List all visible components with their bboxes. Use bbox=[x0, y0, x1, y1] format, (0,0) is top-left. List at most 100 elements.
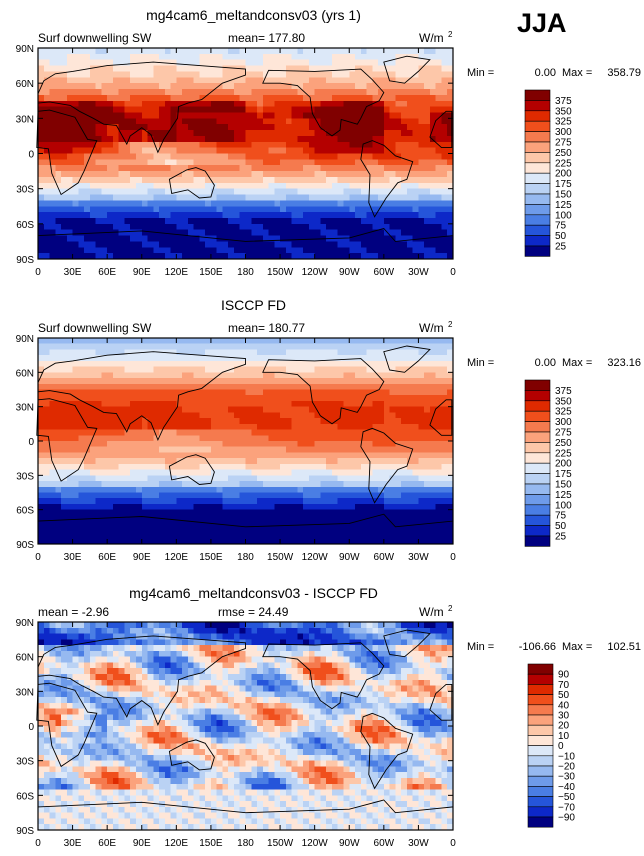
field-cell bbox=[262, 247, 269, 254]
field-cell bbox=[101, 89, 108, 96]
field-cell bbox=[435, 253, 442, 260]
field-cell bbox=[406, 349, 414, 356]
field-cell bbox=[38, 253, 45, 260]
field-cell bbox=[314, 406, 321, 413]
field-cell bbox=[320, 141, 327, 149]
field-cell bbox=[303, 94, 310, 102]
colorbar-label: 250 bbox=[555, 148, 572, 159]
field-cell bbox=[43, 223, 50, 231]
field-cell bbox=[406, 65, 414, 72]
y-tick-label: 90S bbox=[16, 255, 34, 266]
field-cell bbox=[95, 253, 102, 260]
field-cell bbox=[337, 481, 344, 488]
field-cell bbox=[187, 486, 195, 493]
field-cell bbox=[251, 343, 258, 350]
field-cell bbox=[239, 498, 246, 505]
field-cell bbox=[285, 153, 293, 160]
field-cell bbox=[262, 355, 269, 362]
field-cell bbox=[355, 206, 362, 213]
field-cell bbox=[378, 212, 385, 219]
field-cell bbox=[274, 141, 281, 149]
field-cell bbox=[228, 171, 235, 178]
field-cell bbox=[401, 389, 408, 396]
field-cell bbox=[245, 429, 252, 436]
field-cell bbox=[268, 515, 275, 522]
field-cell bbox=[389, 378, 396, 385]
field-cell bbox=[343, 349, 350, 356]
field-cell bbox=[182, 383, 189, 390]
field-cell bbox=[424, 194, 431, 201]
field-cell bbox=[418, 188, 425, 195]
field-cell bbox=[239, 229, 246, 236]
field-cell bbox=[222, 212, 229, 219]
field-cell bbox=[297, 223, 304, 231]
field-cell bbox=[280, 389, 287, 396]
field-cell bbox=[147, 206, 154, 213]
field-cell bbox=[360, 165, 367, 172]
field-cell bbox=[337, 469, 344, 476]
field-cell bbox=[337, 360, 344, 368]
field-cell bbox=[176, 435, 183, 442]
field-cell bbox=[360, 441, 367, 448]
field-cell bbox=[135, 229, 143, 236]
field-cell bbox=[72, 343, 79, 350]
field-cell bbox=[84, 124, 91, 131]
field-cell bbox=[297, 235, 304, 242]
field-cell bbox=[429, 118, 437, 125]
field-cell bbox=[435, 498, 442, 505]
field-cell bbox=[182, 481, 189, 488]
field-cell bbox=[418, 406, 425, 413]
field-cell bbox=[153, 182, 160, 190]
field-cell bbox=[176, 130, 183, 137]
field-cell bbox=[245, 406, 252, 413]
field-cell bbox=[187, 194, 195, 201]
field-cell bbox=[78, 206, 85, 213]
field-cell bbox=[239, 383, 246, 390]
field-cell bbox=[112, 83, 120, 90]
field-cell bbox=[314, 435, 321, 442]
field-cell bbox=[159, 492, 166, 499]
field-cell bbox=[401, 65, 408, 72]
field-cell bbox=[95, 124, 102, 131]
field-cell bbox=[78, 509, 85, 516]
field-cell bbox=[135, 212, 143, 219]
field-cell bbox=[187, 515, 195, 522]
field-cell bbox=[326, 395, 333, 402]
field-cell bbox=[176, 446, 183, 453]
field-cell bbox=[193, 130, 200, 137]
field-cell bbox=[228, 383, 235, 390]
field-cell bbox=[418, 441, 425, 448]
field-cell bbox=[441, 124, 448, 131]
field-cell bbox=[366, 89, 373, 96]
field-cell bbox=[285, 509, 293, 516]
field-cell bbox=[251, 235, 258, 242]
field-cell bbox=[135, 452, 143, 459]
field-cell bbox=[164, 469, 171, 476]
field-cell bbox=[153, 83, 160, 90]
field-cell bbox=[251, 188, 258, 195]
field-cell bbox=[360, 418, 367, 425]
field-cell bbox=[141, 446, 148, 453]
field-cell bbox=[401, 503, 408, 511]
field-cell bbox=[233, 343, 241, 350]
field-cell bbox=[262, 65, 269, 72]
field-cell bbox=[193, 378, 200, 385]
field-cell bbox=[257, 492, 264, 499]
field-cell bbox=[222, 423, 229, 430]
field-cell bbox=[118, 165, 125, 172]
field-cell bbox=[383, 389, 390, 396]
field-cell bbox=[303, 188, 310, 195]
field-cell bbox=[320, 343, 327, 350]
field-cell bbox=[187, 59, 195, 66]
field-cell bbox=[389, 89, 396, 96]
field-cell bbox=[314, 423, 321, 430]
field-cell bbox=[314, 400, 321, 408]
field-cell bbox=[135, 400, 143, 408]
field-cell bbox=[135, 366, 143, 373]
field-cell bbox=[291, 71, 298, 78]
field-cell bbox=[43, 94, 50, 102]
field-cell bbox=[176, 253, 183, 260]
field-cell bbox=[297, 463, 304, 471]
field-cell bbox=[337, 77, 344, 84]
field-cell bbox=[372, 492, 379, 499]
